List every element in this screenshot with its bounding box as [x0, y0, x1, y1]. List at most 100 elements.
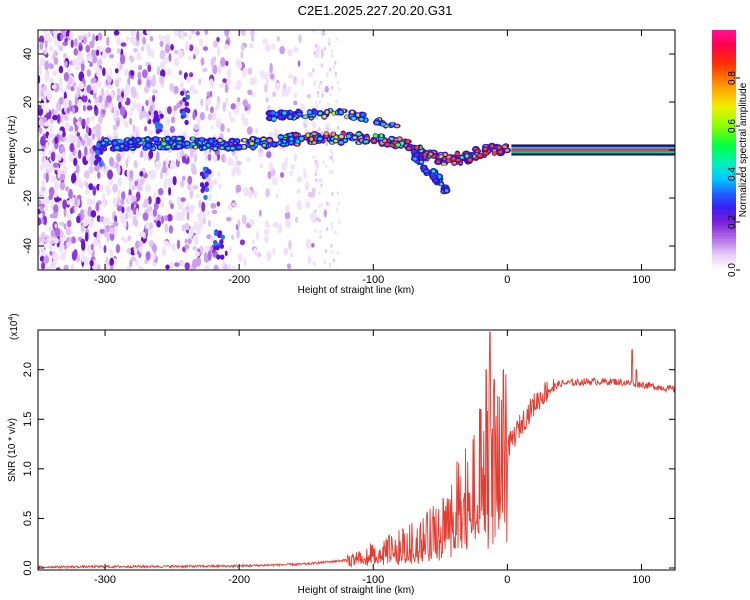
spectrogram-signal-cell — [324, 131, 329, 136]
spectrogram-noise-cell — [165, 158, 170, 165]
spectrogram-noise-cell — [338, 87, 341, 92]
spectrogram-noise-cell — [137, 78, 142, 86]
spectrogram-noise-cell — [210, 57, 215, 68]
spectrogram-noise-cell — [324, 124, 328, 129]
snr-multiplier-close: ) — [9, 313, 20, 316]
spectrogram-signal-cell — [406, 146, 411, 150]
spectrogram-noise-cell — [90, 243, 94, 251]
spectrogram-noise-cell — [321, 93, 324, 98]
spectrogram-noise-cell — [100, 87, 105, 97]
spectrogram-signal-cell — [414, 153, 419, 157]
spectrogram-noise-cell — [63, 264, 69, 270]
spectrogram-noise-cell — [130, 70, 135, 76]
spectrogram-noise-cell — [112, 197, 118, 207]
spectrogram-noise-cell — [215, 101, 220, 111]
spectrogram-noise-cell — [328, 169, 332, 174]
spectrogram-noise-cell — [109, 257, 114, 266]
spectrogram-noise-cell — [92, 33, 96, 43]
spectrogram-noise-cell — [181, 175, 186, 181]
spectrogram-noise-cell — [94, 96, 100, 103]
snr-series-line — [38, 331, 675, 570]
spectrogram-noise-cell — [192, 111, 196, 121]
spectrogram-noise-cell — [334, 230, 337, 235]
spectrogram-noise-cell — [182, 131, 188, 137]
spectrogram-signal-cell — [153, 137, 158, 141]
spectrogram-noise-cell — [166, 213, 173, 222]
spectrogram-noise-cell — [240, 50, 244, 59]
spectrogram-noise-cell — [198, 38, 203, 46]
spectrogram-noise-cell — [170, 203, 174, 210]
spectrogram-noise-cell — [195, 30, 200, 36]
spectrogram-noise-cell — [178, 48, 183, 59]
spectrogram-noise-cell — [312, 260, 315, 265]
spectrogram-noise-cell — [268, 162, 274, 171]
spectrogram-noise-cell — [151, 244, 158, 253]
spectrogram-noise-cell — [116, 48, 121, 54]
spectrogram-noise-cell — [227, 68, 231, 79]
spectrogram-signal-cell — [176, 137, 182, 141]
spectrogram-noise-cell — [66, 83, 71, 90]
spectrogram-noise-cell — [330, 249, 333, 254]
spectrogram-noise-cell — [330, 49, 334, 54]
spectrogram-noise-cell — [126, 247, 131, 255]
spectrogram-noise-cell — [266, 76, 269, 86]
spectrogram-noise-cell — [289, 251, 294, 258]
snr-y-axis: 0.0 0.5 1.0 1.5 2.0 — [22, 362, 675, 576]
spectrogram-noise-cell — [181, 155, 187, 164]
spectrogram-noise-cell — [204, 30, 209, 36]
spectrogram-noise-cell — [191, 258, 198, 270]
spectrogram-noise-cell — [62, 131, 66, 137]
spectrogram-noise-cell — [336, 80, 340, 85]
spectrogram-noise-cell — [165, 116, 169, 125]
spectrogram-noise-cell — [109, 248, 113, 258]
spectrogram-noise-cell — [230, 160, 235, 166]
spectrogram-noise-cell — [159, 40, 164, 48]
spectrogram-signal-cell — [475, 149, 480, 153]
snr-x-label: Height of straight line (km) — [298, 585, 415, 596]
spectrogram-noise-cell — [116, 36, 121, 46]
spectrogram-noise-cell — [268, 132, 274, 137]
spectrogram-noise-cell — [323, 260, 326, 265]
spectrogram-noise-cell — [165, 34, 170, 44]
spectrogram-noise-cell — [96, 264, 101, 270]
spectrogram-noise-cell — [209, 90, 213, 98]
spectrogram-noise-cell — [109, 67, 113, 77]
spectrogram-noise-cell — [311, 218, 315, 223]
spectrogram-noise-cell — [48, 265, 54, 270]
spectrogram-noise-cell — [140, 45, 145, 52]
spectrogram-signal-cell — [255, 139, 260, 143]
spectrogram-noise-cell — [213, 264, 220, 270]
snr-x-tick-label: -200 — [228, 574, 250, 586]
spectrogram-noise-cell — [187, 238, 192, 245]
spectrogram-noise-cell — [135, 211, 142, 217]
spectrogram-noise-cell — [97, 171, 101, 179]
spectrogram-noise-cell — [38, 217, 42, 226]
spectrogram-noise-cell — [238, 253, 243, 263]
spectrogram-noise-cell — [224, 30, 230, 37]
spectrogram-signal-cell — [278, 135, 283, 139]
spectrogram-noise-cell — [173, 49, 180, 55]
spectrogram-noise-cell — [256, 230, 259, 241]
spectrogram-noise-cell — [47, 134, 51, 144]
spectrogram-noise-cell — [135, 191, 141, 202]
spectrogram-noise-cell — [321, 89, 324, 94]
spectrogram-noise-cell — [119, 213, 124, 219]
spectrogram-noise-cell — [128, 212, 134, 219]
spectrogram-noise-cell — [218, 183, 222, 189]
spectrogram-noise-cell — [85, 117, 91, 124]
spectrogram-noise-cell — [212, 64, 218, 75]
spectrogram-signal-cell — [179, 90, 185, 96]
colorbar-tick-label: 0.8 — [727, 71, 738, 85]
spectrogram-noise-cell — [41, 179, 46, 188]
spectrogram-noise-cell — [95, 66, 101, 74]
spectrogram-noise-cell — [296, 176, 303, 183]
colorbar-gradient — [712, 30, 736, 270]
spectrogram-noise-cell — [274, 82, 281, 91]
spectrogram-noise-cell — [45, 164, 50, 171]
spectrogram-noise-cell — [314, 172, 318, 177]
spectrogram-noise-cell — [81, 139, 86, 146]
spectrogram-signal-cell — [165, 145, 171, 149]
spectrogram-signal-cell — [270, 111, 276, 115]
spectrogram-signal-cell — [289, 137, 294, 141]
spectrogram-noise-cell — [247, 89, 253, 95]
